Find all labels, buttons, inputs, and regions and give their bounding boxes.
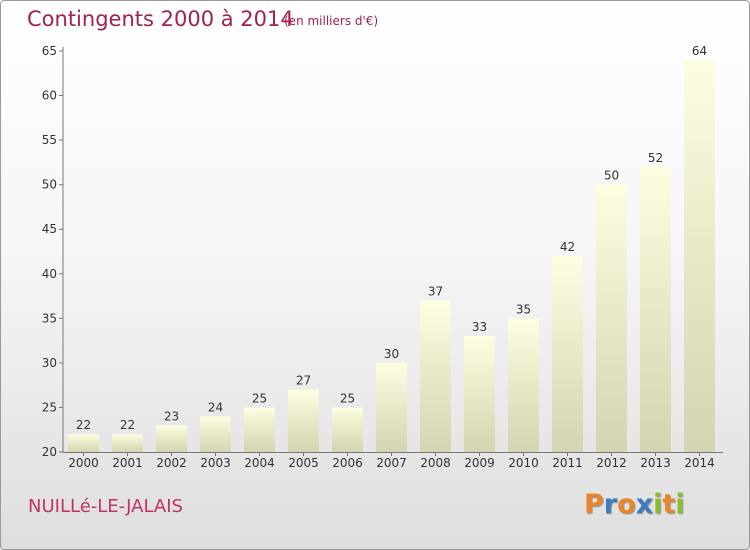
x-tick-label: 2003 xyxy=(200,456,231,470)
bar xyxy=(420,300,451,452)
x-tick-label: 2005 xyxy=(288,456,319,470)
x-tick-label: 2000 xyxy=(68,456,99,470)
x-tick-label: 2011 xyxy=(552,456,583,470)
chart-title: Contingents 2000 à 2014 xyxy=(27,7,294,31)
data-label: 22 xyxy=(120,418,135,432)
bar xyxy=(508,318,539,452)
bar xyxy=(640,166,671,452)
bar xyxy=(464,336,495,452)
logo-letter: o xyxy=(617,489,636,520)
x-tick-label: 2006 xyxy=(332,456,363,470)
x-tick-label: 2007 xyxy=(376,456,407,470)
proxiti-logo[interactable]: Proxiti xyxy=(584,489,685,520)
data-label: 35 xyxy=(516,302,531,316)
y-tick-label: 25 xyxy=(42,400,57,414)
data-label: 37 xyxy=(428,285,443,299)
commune-name: NUILLé-LE-JALAIS xyxy=(28,496,183,517)
x-tick-label: 2010 xyxy=(508,456,539,470)
y-tick-label: 40 xyxy=(42,267,57,281)
data-labels: 22 22 23 24 25 27 25 30 37 33 35 42 50 52 64 xyxy=(76,44,707,432)
data-label: 23 xyxy=(164,409,179,423)
logo-letter: t xyxy=(662,489,676,520)
data-label: 33 xyxy=(472,320,487,334)
x-tick-label: 2013 xyxy=(640,456,671,470)
bar xyxy=(68,434,99,452)
bars xyxy=(68,59,715,453)
bar xyxy=(552,255,583,452)
bar xyxy=(376,362,407,452)
x-tick-label: 2014 xyxy=(684,456,715,470)
bar xyxy=(288,389,319,452)
x-tick-label: 2004 xyxy=(244,456,275,470)
data-label: 25 xyxy=(252,391,267,405)
logo-letter: r xyxy=(603,489,618,520)
axes: 20 25 30 35 40 45 50 55 60 65 2000 2001 2002 2003 2004… xyxy=(42,44,723,470)
bar xyxy=(112,434,143,452)
data-label: 50 xyxy=(604,169,619,183)
y-tick-label: 45 xyxy=(42,222,57,236)
y-tick-label: 50 xyxy=(42,178,57,192)
bar xyxy=(332,407,363,452)
data-label: 25 xyxy=(340,391,355,405)
logo-letter: x xyxy=(635,489,654,520)
y-tick-label: 30 xyxy=(42,356,57,370)
x-tick-label: 2009 xyxy=(464,456,495,470)
x-tick-label: 2008 xyxy=(420,456,451,470)
bar xyxy=(596,184,627,452)
bar xyxy=(244,407,275,452)
data-label: 42 xyxy=(560,240,575,254)
bar xyxy=(200,416,231,452)
y-tick-label: 35 xyxy=(42,311,57,325)
chart-subtitle: (en milliers d'€) xyxy=(284,14,379,28)
y-tick-label: 65 xyxy=(42,44,57,58)
y-tick-label: 55 xyxy=(42,133,57,147)
data-label: 27 xyxy=(296,374,311,388)
bar xyxy=(684,59,715,453)
bar xyxy=(156,425,187,452)
x-tick-label: 2002 xyxy=(156,456,187,470)
data-label: 22 xyxy=(76,418,91,432)
y-tick-label: 20 xyxy=(42,445,57,459)
logo-letter: P xyxy=(584,489,604,520)
x-tick-label: 2001 xyxy=(112,456,143,470)
logo-letter: i xyxy=(653,489,663,520)
logo-letter: i xyxy=(675,489,685,520)
data-label: 24 xyxy=(208,400,223,414)
data-label: 30 xyxy=(384,347,399,361)
data-label: 52 xyxy=(648,151,663,165)
x-tick-label: 2012 xyxy=(596,456,627,470)
data-label: 64 xyxy=(692,44,707,58)
y-tick-label: 60 xyxy=(42,89,57,103)
